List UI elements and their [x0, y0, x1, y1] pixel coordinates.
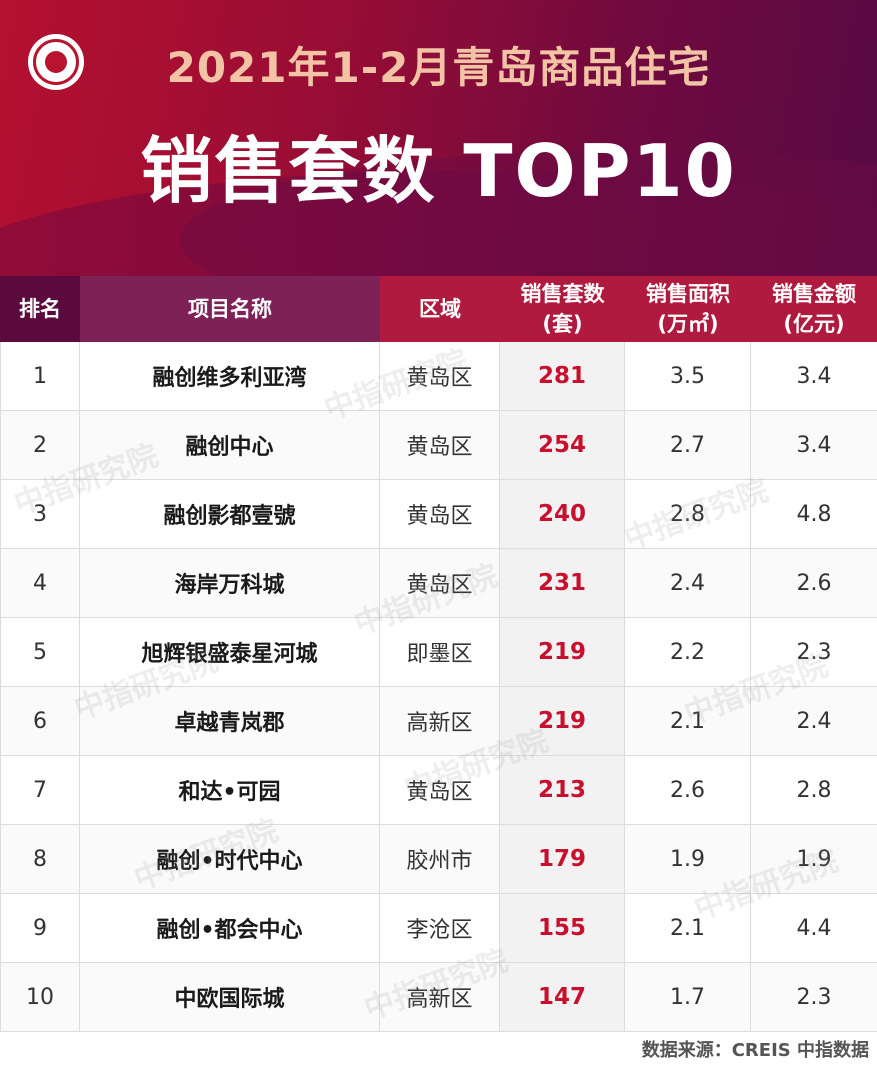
sales-area-cell: 2.1 [625, 687, 751, 755]
rank-cell: 3 [0, 480, 80, 548]
rank-cell: 9 [0, 894, 80, 962]
header-units-unit: (套) [542, 312, 583, 336]
table-header: 排名 项目名称 区域 销售套数 (套) 销售面积 (万㎡) 销售金额 (亿元) [0, 276, 877, 342]
ranking-table: 排名 项目名称 区域 销售套数 (套) 销售面积 (万㎡) 销售金额 (亿元) [0, 276, 877, 1032]
district-cell: 黄岛区 [380, 480, 500, 548]
header-area-unit: (万㎡) [657, 312, 719, 336]
units-sold-cell: 240 [500, 480, 625, 548]
header-amount-unit: (亿元) [783, 312, 845, 336]
table-row: 5 旭辉银盛泰星河城 即墨区 219 2.2 2.3 [0, 618, 877, 687]
district-cell: 高新区 [380, 687, 500, 755]
table-row: 3 融创影都壹號 黄岛区 240 2.8 4.8 [0, 480, 877, 549]
rank-cell: 5 [0, 618, 80, 686]
sales-amount-cell: 2.6 [796, 570, 832, 596]
header-rank: 排名 [0, 276, 80, 342]
sales-amount-cell: 2.4 [796, 708, 832, 734]
district-cell: 李沧区 [380, 894, 500, 962]
title-line-2: 销售套数 TOP10 [140, 129, 737, 213]
sales-area-cell: 2.8 [625, 480, 751, 548]
sales-amount-cell: 2.3 [796, 984, 832, 1010]
sales-amount-cell: 4.4 [796, 915, 832, 941]
units-sold-cell: 213 [500, 756, 625, 824]
header-amount: 销售金额 (亿元) [751, 276, 877, 342]
sales-area-cell: 1.7 [625, 963, 751, 1031]
rank-cell: 4 [0, 549, 80, 617]
units-sold-cell: 254 [500, 411, 625, 479]
header-area-label: 销售面积 [646, 282, 730, 306]
sales-amount-cell: 3.4 [796, 363, 832, 389]
sales-area-cell: 2.1 [625, 894, 751, 962]
rank-cell: 2 [0, 411, 80, 479]
header-project: 项目名称 [80, 276, 380, 342]
project-name-cell: 融创影都壹號 [80, 480, 380, 548]
table-row: 6 卓越青岚郡 高新区 219 2.1 2.4 [0, 687, 877, 756]
sales-amount-cell: 4.8 [796, 501, 832, 527]
units-sold-cell: 179 [500, 825, 625, 893]
sales-amount-cell: 3.4 [796, 432, 832, 458]
units-sold-cell: 219 [500, 687, 625, 755]
district-cell: 黄岛区 [380, 342, 500, 410]
project-name-cell: 融创•时代中心 [80, 825, 380, 893]
header-units-label: 销售套数 [520, 282, 605, 306]
sales-amount-cell: 1.9 [796, 846, 832, 872]
project-name-cell: 海岸万科城 [80, 549, 380, 617]
sales-area-cell: 1.9 [625, 825, 751, 893]
project-name-cell: 融创维多利亚湾 [80, 342, 380, 410]
title-banner: 2021年1-2月青岛商品住宅 销售套数 TOP10 [0, 0, 877, 276]
project-name-cell: 融创•都会中心 [80, 894, 380, 962]
table-body: 1 融创维多利亚湾 黄岛区 281 3.5 3.4 2 融创中心 黄岛区 254 2.7 3.4 3 融创… [0, 342, 877, 1032]
rank-cell: 6 [0, 687, 80, 755]
project-name-cell: 旭辉银盛泰星河城 [80, 618, 380, 686]
table-row: 4 海岸万科城 黄岛区 231 2.4 2.6 [0, 549, 877, 618]
district-cell: 胶州市 [380, 825, 500, 893]
project-name-cell: 融创中心 [80, 411, 380, 479]
sales-amount-cell: 2.3 [796, 639, 832, 665]
project-name-cell: 和达•可园 [80, 756, 380, 824]
district-cell: 黄岛区 [380, 756, 500, 824]
sales-area-cell: 2.7 [625, 411, 751, 479]
district-cell: 黄岛区 [380, 411, 500, 479]
sales-area-cell: 3.5 [625, 342, 751, 410]
rank-cell: 7 [0, 756, 80, 824]
project-name-cell: 卓越青岚郡 [80, 687, 380, 755]
logo-icon [28, 34, 84, 90]
table-row: 8 融创•时代中心 胶州市 179 1.9 1.9 [0, 825, 877, 894]
sales-area-cell: 2.2 [625, 618, 751, 686]
units-sold-cell: 155 [500, 894, 625, 962]
table-row: 7 和达•可园 黄岛区 213 2.6 2.8 [0, 756, 877, 825]
table-row: 9 融创•都会中心 李沧区 155 2.1 4.4 [0, 894, 877, 963]
data-source-note: 数据来源：CREIS 中指数据 [641, 1040, 869, 1061]
header-district: 区域 [380, 276, 500, 342]
rank-cell: 10 [0, 963, 80, 1031]
units-sold-cell: 219 [500, 618, 625, 686]
district-cell: 黄岛区 [380, 549, 500, 617]
district-cell: 高新区 [380, 963, 500, 1031]
sales-area-cell: 2.6 [625, 756, 751, 824]
units-sold-cell: 147 [500, 963, 625, 1031]
rank-cell: 1 [0, 342, 80, 410]
title-line-1: 2021年1-2月青岛商品住宅 [166, 43, 711, 92]
header-amount-label: 销售金额 [772, 282, 856, 306]
project-name-cell: 中欧国际城 [80, 963, 380, 1031]
rank-cell: 8 [0, 825, 80, 893]
sales-area-cell: 2.4 [625, 549, 751, 617]
header-units: 销售套数 (套) [500, 276, 625, 342]
table-row: 10 中欧国际城 高新区 147 1.7 2.3 [0, 963, 877, 1032]
units-sold-cell: 231 [500, 549, 625, 617]
table-row: 1 融创维多利亚湾 黄岛区 281 3.5 3.4 [0, 342, 877, 411]
header-area: 销售面积 (万㎡) [625, 276, 751, 342]
sales-amount-cell: 2.8 [796, 777, 832, 803]
district-cell: 即墨区 [380, 618, 500, 686]
table-row: 2 融创中心 黄岛区 254 2.7 3.4 [0, 411, 877, 480]
units-sold-cell: 281 [500, 342, 625, 410]
